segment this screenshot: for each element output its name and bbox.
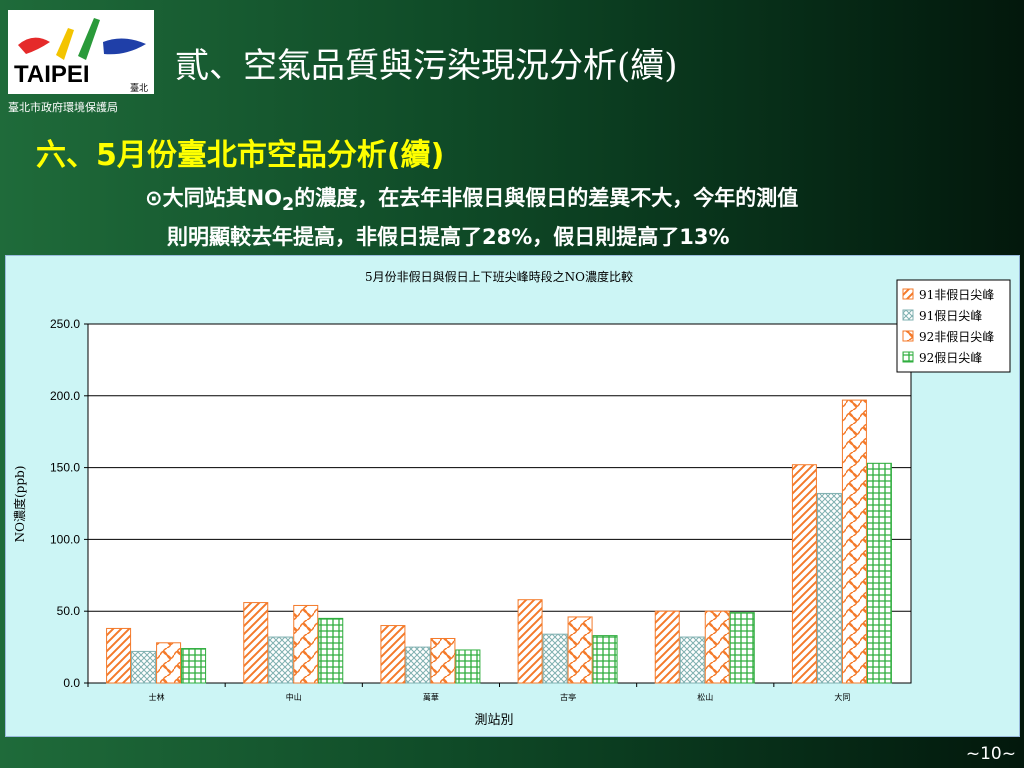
legend-swatch-4	[902, 351, 914, 363]
bar-4-3	[455, 649, 481, 684]
page-number: ~10~	[965, 744, 1016, 764]
legend-label-4: 92假日尖峰	[919, 351, 982, 365]
y-tick-labels: 0.0 50.0 100.0 150.0 200.0 250.0	[50, 317, 80, 690]
bullet-icon: ⊙	[145, 186, 163, 210]
x-tick-label: 大同	[834, 692, 850, 702]
bullet-line1-b: 的濃度，在去年非假日與假日的差異不大，今年的測值	[294, 186, 799, 210]
legend-swatch-2	[902, 309, 914, 321]
bar-1-1	[106, 627, 132, 684]
legend-swatch-1	[902, 288, 914, 300]
x-tick-label: 古亭	[560, 692, 576, 702]
bar-3-5	[704, 610, 730, 684]
x-tick-label: 萬華	[423, 692, 439, 702]
bullet-line1-sub: 2	[282, 195, 295, 216]
bullet-text: ⊙大同站其NO2的濃度，在去年非假日與假日的差異不大，今年的測值 則明顯較去年提…	[145, 182, 1020, 253]
x-tick-labels: 士林 中山 萬華 古亭 松山 大同	[87, 683, 850, 702]
chart-area: 5月份非假日與假日上下班尖峰時段之NO濃度比較 測站別 NO濃度(ppb) 0.…	[5, 255, 1020, 737]
legend-label-3: 92非假日尖峰	[919, 330, 994, 344]
bar-4-1	[181, 648, 207, 684]
section-subtitle: 六、5月份臺北市空品分析(續)	[36, 138, 445, 173]
bar-3-1	[156, 642, 182, 684]
bar-4-5	[729, 612, 755, 684]
grid-lines	[84, 323, 912, 684]
logo-wordmark: TAIPEI	[14, 61, 90, 88]
bar-4-6	[866, 462, 892, 684]
agency-name: 臺北市政府環境保護局	[8, 101, 118, 114]
y-axis-label: NO濃度(ppb)	[12, 466, 27, 543]
bar-4-4	[592, 635, 618, 684]
x-tick-label: 士林	[149, 692, 165, 702]
legend-swatch-3	[902, 330, 914, 342]
chart-title: 5月份非假日與假日上下班尖峰時段之NO濃度比較	[365, 269, 633, 284]
bar-2-4	[542, 633, 568, 684]
legend-label-1: 91非假日尖峰	[919, 288, 994, 302]
no-concentration-chart: 5月份非假日與假日上下班尖峰時段之NO濃度比較 測站別 NO濃度(ppb) 0.…	[12, 269, 1011, 728]
bar-2-1	[131, 650, 157, 684]
y-tick-label: 250.0	[50, 317, 80, 331]
x-tick-label: 中山	[286, 692, 302, 702]
bar-3-3	[430, 637, 456, 684]
bar-2-5	[679, 636, 705, 684]
bar-1-6	[791, 464, 817, 684]
bar-2-2	[268, 636, 294, 684]
bar-3-6	[841, 399, 867, 684]
x-axis-label: 測站別	[474, 713, 513, 728]
bar-1-5	[654, 610, 680, 684]
legend: 91非假日尖峰 91假日尖峰 92非假日尖峰 92假日尖峰	[896, 279, 1011, 373]
y-tick-label: 150.0	[50, 461, 80, 475]
y-tick-label: 100.0	[50, 532, 80, 546]
logo-sub: 臺北	[130, 82, 148, 94]
bullet-line2: 則明顯較去年提高，非假日提高了28%，假日則提高了13%	[167, 225, 730, 250]
legend-label-2: 91假日尖峰	[919, 309, 982, 323]
bullet-line1-a: 大同站其NO	[162, 186, 283, 210]
y-tick-label: 200.0	[50, 389, 80, 403]
legend-box	[896, 279, 1011, 373]
plot-area	[87, 323, 912, 684]
page-title: 貳、空氣品質與污染現況分析(續)	[175, 46, 678, 86]
bar-3-2	[293, 604, 319, 684]
taipei-logo: TAIPEI 臺北	[8, 10, 154, 94]
bars	[106, 399, 892, 684]
bar-1-4	[517, 599, 543, 684]
bar-3-4	[567, 616, 593, 684]
x-tick-label: 松山	[697, 692, 713, 702]
bar-1-3	[380, 625, 406, 684]
y-tick-label: 50.0	[57, 604, 81, 618]
bar-4-2	[318, 617, 344, 684]
bar-2-6	[816, 492, 842, 684]
bar-1-2	[243, 602, 269, 684]
y-tick-label: 0.0	[63, 676, 80, 690]
bar-2-3	[405, 646, 431, 684]
